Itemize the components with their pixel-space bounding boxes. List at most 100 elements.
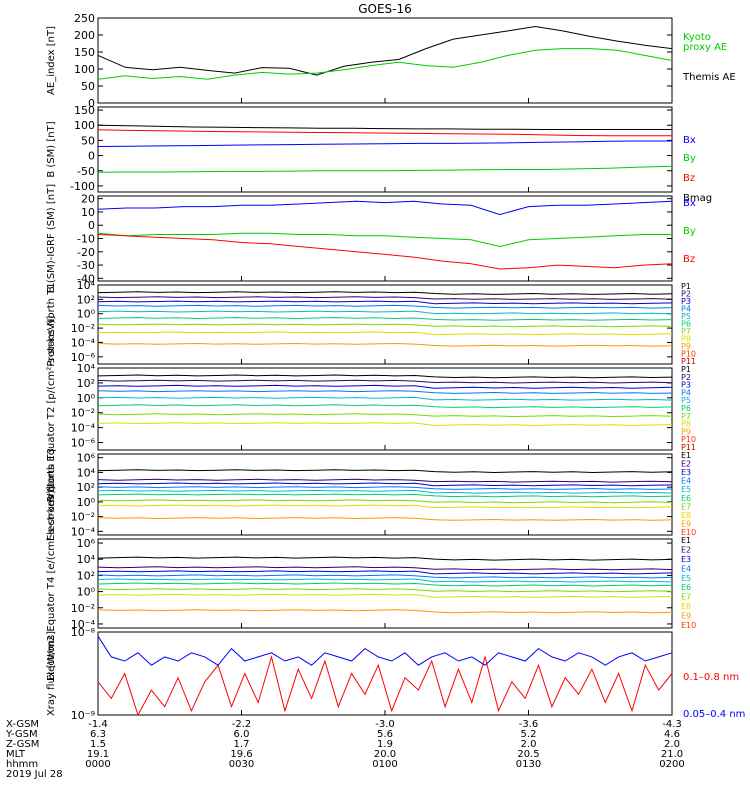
legend-entry: Kyoto <box>683 32 711 43</box>
y-tick-label: 150 <box>74 46 95 59</box>
y-tick-label: 10⁰ <box>77 392 96 405</box>
y-axis-label: Electrons North T3 <box>46 448 57 541</box>
y-tick-label: 10⁰ <box>77 308 96 321</box>
channel-series-8 <box>97 422 673 427</box>
channel-series-7 <box>97 323 673 328</box>
channel-series-1 <box>97 291 673 295</box>
x-row-value: 21.0 <box>661 749 683 760</box>
channel-series-4 <box>97 390 673 394</box>
y-tick-label: 10⁴ <box>77 466 96 479</box>
y-tick-label: 10⁻² <box>71 602 95 615</box>
legend-entry: E4 <box>681 477 691 486</box>
y-axis-label: Protons North T1 <box>46 282 57 366</box>
y-tick-label: 10⁻² <box>71 322 95 335</box>
panel-bsm: -100 -50 0 50 100 150 B (SM) [nT] Bx By Bz Bmag <box>46 104 712 204</box>
series-0-1-0-8-nm <box>97 654 673 717</box>
y-tick-label: -10 <box>77 233 95 246</box>
legend-entry: E1 <box>681 536 691 545</box>
legend-entry: P2 <box>681 290 691 299</box>
y-tick-label: 10 <box>81 206 95 219</box>
x-row-value: 19.1 <box>87 749 109 760</box>
y-tick-label: 20 <box>81 193 95 206</box>
legend-entry: 0.05–0.4 nm <box>683 709 745 720</box>
y-tick-label: 10² <box>77 377 95 390</box>
legend-entry: E5 <box>681 485 691 494</box>
y-tick-label: 10⁻² <box>71 407 95 420</box>
legend-entry: proxy AE <box>683 42 727 53</box>
x-row-value: 1.9 <box>377 739 393 750</box>
channel-series-5 <box>97 489 673 494</box>
channel-series-6 <box>97 582 673 587</box>
x-row-value: 2.0 <box>521 739 537 750</box>
y-tick-label: 10⁻⁴ <box>71 525 96 538</box>
x-row-label: MLT <box>6 749 26 760</box>
y-tick-label: 50 <box>81 134 95 147</box>
legend-entry: E3 <box>681 468 691 477</box>
channel-series-3 <box>97 300 673 305</box>
x-row-value: -3.6 <box>519 719 539 730</box>
legend-entry: P7 <box>681 412 691 421</box>
channel-series-6 <box>97 317 673 321</box>
channel-series-2 <box>97 296 673 300</box>
series-bx <box>97 140 672 147</box>
x-row-value: 2.0 <box>664 739 680 750</box>
y-tick-label: 10² <box>77 569 95 582</box>
channel-series-7 <box>97 413 673 418</box>
legend-entry: P1 <box>681 365 691 374</box>
legend-entry: P9 <box>681 342 691 351</box>
legend-entry: Themis AE <box>682 72 736 83</box>
x-row-value: 5.2 <box>521 729 537 740</box>
legend-entry: E6 <box>681 494 691 503</box>
series-bx <box>97 200 673 216</box>
legend-entry: P5 <box>681 396 691 405</box>
y-tick-label: -100 <box>70 180 95 193</box>
channel-series-7 <box>97 588 673 593</box>
legend-entry: 0.1–0.8 nm <box>683 672 739 683</box>
y-tick-label: 10⁶ <box>77 452 96 465</box>
y-axis-label: Protons Equator T2 [p/(cm²-s-sr-keV)] <box>46 316 57 503</box>
y-tick-label: 0 <box>88 97 95 110</box>
y-tick-label: 10⁴ <box>77 279 96 292</box>
legend-entry: E3 <box>681 555 691 564</box>
x-row-label: hhmm <box>6 759 38 770</box>
channel-series-7 <box>97 499 673 504</box>
channel-series-1 <box>97 556 673 561</box>
x-row-value: -3.0 <box>375 719 395 730</box>
y-tick-label: 100 <box>74 119 95 132</box>
y-tick-label: 10⁻⁴ <box>71 422 96 435</box>
legend-entry: E7 <box>681 502 691 511</box>
channel-series-9 <box>97 609 673 614</box>
channel-series-5 <box>97 396 673 401</box>
legend-entry: Bz <box>683 173 695 184</box>
legend-entry: E10 <box>681 621 696 630</box>
x-row-value: 6.3 <box>90 729 106 740</box>
y-tick-label: 0 <box>88 150 95 163</box>
channel-series-8 <box>97 331 673 336</box>
legend-entry: P10 <box>681 350 696 359</box>
y-tick-label: 50 <box>81 80 95 93</box>
channel-series-9 <box>97 342 673 347</box>
channel-series-6 <box>97 493 673 498</box>
x-row-label: Y-GSM <box>5 729 38 740</box>
y-tick-label: 10⁰ <box>77 496 96 509</box>
y-tick-label: 10⁻⁸ <box>71 626 96 639</box>
legend-entry: P11 <box>681 443 696 452</box>
legend-entry: P8 <box>681 420 691 429</box>
y-tick-label: 10⁻⁶ <box>71 351 96 364</box>
legend-entry: Bz <box>683 254 695 265</box>
y-tick-label: 10² <box>77 293 95 306</box>
x-row-value: 19.6 <box>230 749 252 760</box>
x-row-value: -4.3 <box>662 719 682 730</box>
legend-entry: E2 <box>681 460 691 469</box>
legend-bdiff: Bx By Bz <box>683 198 696 265</box>
